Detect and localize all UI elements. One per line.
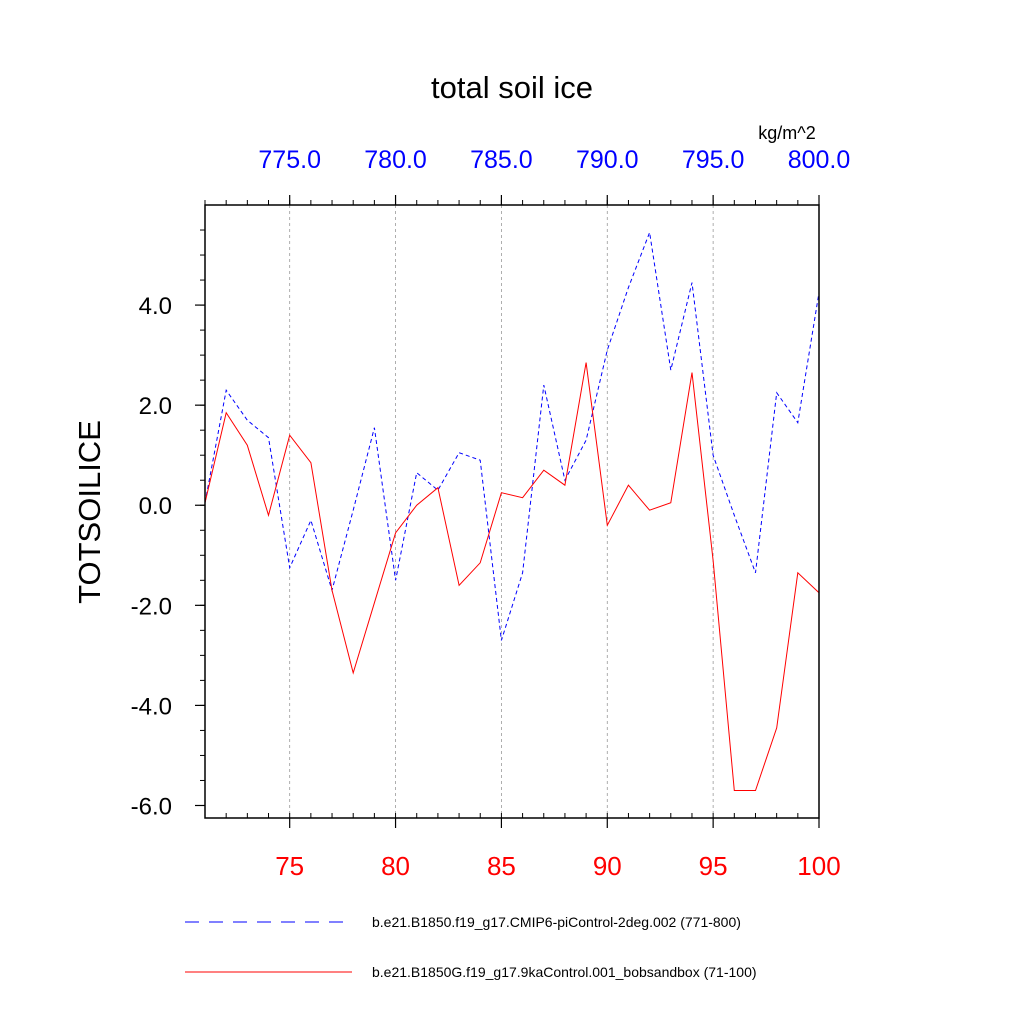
units-label: kg/m^2 bbox=[758, 123, 815, 143]
y-tick-label: 4.0 bbox=[139, 293, 172, 320]
top-tick-label: 775.0 bbox=[258, 146, 321, 174]
gridlines bbox=[289, 205, 714, 818]
bottom-axis-ticks: 75 80 85 90 95 100 bbox=[275, 818, 841, 881]
top-tick-label: 785.0 bbox=[470, 146, 533, 174]
legend-label-0: b.e21.B1850.f19_g17.CMIP6-piControl-2deg… bbox=[372, 914, 741, 930]
y-tick-label: -6.0 bbox=[131, 793, 172, 820]
bottom-tick-label: 85 bbox=[487, 851, 516, 881]
top-axis-ticks: 775.0 780.0 785.0 790.0 795.0 800.0 bbox=[258, 146, 850, 205]
y-tick-label: -4.0 bbox=[131, 693, 172, 720]
series-line-1 bbox=[204, 362, 820, 791]
chart-title: total soil ice bbox=[431, 70, 593, 105]
bottom-tick-label: 80 bbox=[381, 851, 410, 881]
series-line-0 bbox=[204, 230, 820, 641]
y-tick-label: 2.0 bbox=[139, 393, 172, 420]
legend-label-1: b.e21.B1850G.f19_g17.9kaControl.001_bobs… bbox=[372, 964, 757, 980]
y-tick-label: -2.0 bbox=[131, 593, 172, 620]
top-tick-label: 790.0 bbox=[576, 146, 639, 174]
top-tick-label: 800.0 bbox=[788, 146, 851, 174]
bottom-tick-label: 90 bbox=[593, 851, 622, 881]
top-tick-label: 780.0 bbox=[364, 146, 427, 174]
bottom-tick-label: 95 bbox=[699, 851, 728, 881]
legend: b.e21.B1850.f19_g17.CMIP6-piControl-2deg… bbox=[185, 914, 757, 980]
series-lines bbox=[204, 230, 820, 791]
bottom-tick-label: 100 bbox=[797, 851, 840, 881]
bottom-tick-label: 75 bbox=[275, 851, 304, 881]
y-tick-label: 0.0 bbox=[139, 493, 172, 520]
minor-ticks bbox=[200, 200, 820, 818]
plot-frame bbox=[204, 204, 820, 819]
y-axis-label: TOTSOILICE bbox=[72, 420, 107, 604]
top-tick-label: 795.0 bbox=[682, 146, 745, 174]
y-axis-ticks: 4.0 2.0 0.0 -2.0 -4.0 -6.0 bbox=[131, 293, 205, 820]
